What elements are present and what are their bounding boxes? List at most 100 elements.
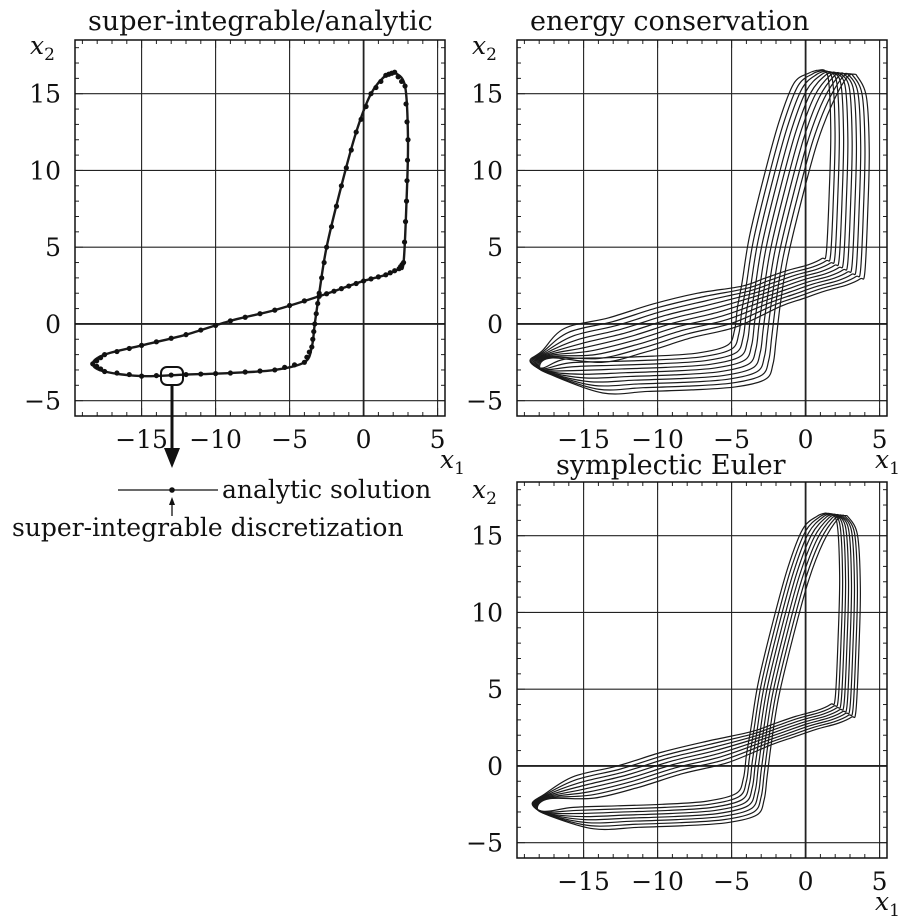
discretization-point <box>405 137 411 143</box>
y-tick-label: −5 <box>466 829 503 858</box>
discretization-point <box>378 78 384 85</box>
orbit-curve <box>535 514 856 824</box>
x-axis-label: x1 <box>875 445 900 479</box>
discretization-point <box>404 119 410 125</box>
discretization-point <box>398 78 405 85</box>
chart-panel-super-integrable: −15 −10 −5 0 5 −5 0 5 10 15 super-integrable/analy… <box>24 6 465 479</box>
discretization-point <box>324 291 330 297</box>
x-tick-label: −15 <box>557 425 610 454</box>
y-tick-label: 0 <box>487 310 503 339</box>
orbit-curve <box>536 514 859 827</box>
discretization-point <box>361 278 367 284</box>
discretization-point <box>403 101 409 107</box>
discretization-point <box>338 183 344 189</box>
discretization-point <box>102 352 108 358</box>
x-tick-label: −10 <box>631 425 684 454</box>
discretization-point <box>319 275 325 281</box>
discretization-point <box>272 367 278 373</box>
discretization-point <box>396 266 402 272</box>
discretization-point <box>383 272 389 278</box>
orbit-curve <box>533 513 847 815</box>
plot-frame <box>516 39 888 417</box>
discretization-point <box>402 219 409 225</box>
discretization-point <box>309 344 315 350</box>
x-axis-label: x1 <box>440 445 465 479</box>
discretization-point <box>368 91 374 97</box>
x-tick-label: 5 <box>430 425 446 454</box>
legend-discretization-label: super-integrable discretization <box>12 513 404 542</box>
orbit-curve <box>536 514 861 831</box>
x-axis-label: x1 <box>875 887 900 916</box>
discretization-point <box>389 70 395 76</box>
discretization-point <box>139 373 145 379</box>
y-tick-label: 5 <box>487 675 503 704</box>
discretization-point <box>168 335 174 341</box>
curves <box>90 69 411 379</box>
discretization-point <box>272 307 278 313</box>
discretization-point <box>306 349 312 355</box>
orbit-curve <box>533 513 850 818</box>
curves <box>529 69 870 395</box>
discretization-point <box>304 354 310 360</box>
discretization-point <box>403 198 410 204</box>
discretization-point <box>343 165 349 171</box>
orbit-curve <box>535 72 858 383</box>
discretization-point <box>331 288 337 294</box>
chart-title: symplectic Euler <box>556 450 786 481</box>
y-tick-label: 10 <box>29 156 61 185</box>
x-tick-label: 5 <box>872 867 888 896</box>
discretization-point <box>353 129 359 135</box>
discretization-point <box>153 372 159 379</box>
x-tick-label: 5 <box>872 425 888 454</box>
y-axis-label: x2 <box>30 31 55 65</box>
plot-frame <box>74 39 446 417</box>
legend-analytic-label: analytic solution <box>222 475 431 504</box>
x-tick-label: 0 <box>356 425 372 454</box>
discretization-point <box>98 355 104 361</box>
discretization-point <box>198 327 204 333</box>
x-tick-label: −10 <box>631 867 684 896</box>
orbit-curve <box>532 512 844 813</box>
x-tick-label: 0 <box>798 867 814 896</box>
discretization-point <box>183 371 189 378</box>
x-tick-label: 0 <box>798 425 814 454</box>
discretization-point <box>242 314 248 320</box>
y-axis-label-subscript: 2 <box>44 45 55 65</box>
discretization-point <box>183 332 189 338</box>
discretization-point <box>375 274 381 280</box>
legend-pointer-head <box>169 497 175 505</box>
y-axis-label: x2 <box>472 475 497 509</box>
x-tick-label: −5 <box>713 867 750 896</box>
discretization-point <box>333 203 340 209</box>
y-tick-label: 15 <box>471 522 503 551</box>
discretization-point <box>404 157 411 163</box>
discretization-point <box>395 74 401 80</box>
discretization-point <box>363 103 369 110</box>
orbit-curve <box>537 73 866 391</box>
y-tick-label: 5 <box>45 233 61 262</box>
legend-discretization-marker <box>169 487 175 493</box>
discretization-point <box>392 268 398 274</box>
orbit-curve <box>533 71 849 375</box>
discretization-point <box>373 84 379 91</box>
discretization-point <box>257 368 263 374</box>
orbit-curve <box>534 513 853 821</box>
chart-title: energy conservation <box>530 6 809 37</box>
discretization-point <box>291 362 298 368</box>
discretization-point <box>90 361 96 367</box>
x-tick-label: −5 <box>271 425 308 454</box>
y-tick-label: −5 <box>466 387 503 416</box>
y-tick-label: 15 <box>471 80 503 109</box>
discretization-point <box>301 359 307 365</box>
discretization-point <box>402 83 408 89</box>
discretization-point <box>316 290 322 296</box>
discretization-point <box>94 363 100 369</box>
discretization-point <box>153 339 159 345</box>
y-axis-label-subscript: 2 <box>486 489 497 509</box>
legend: analytic solution super-integrable discr… <box>12 366 431 542</box>
discretization-point <box>324 244 330 250</box>
discretization-point <box>114 370 120 376</box>
x-axis-label-subscript: 1 <box>889 901 900 916</box>
orbit-curve <box>532 70 845 372</box>
discretization-point <box>328 224 335 230</box>
